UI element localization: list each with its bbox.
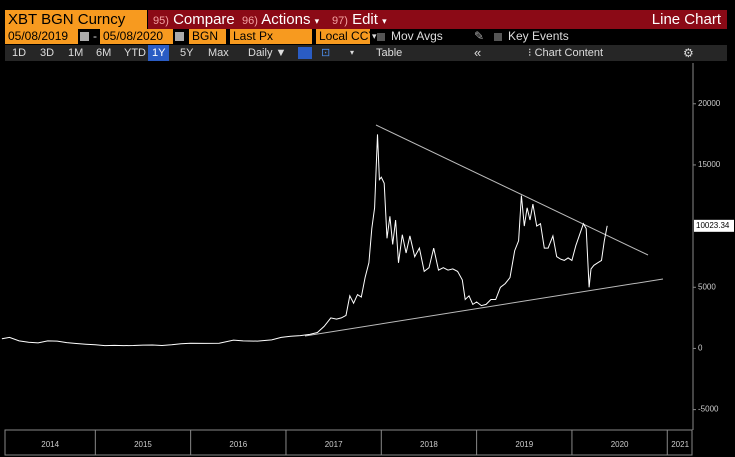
x-tick-label: 2018: [420, 440, 438, 449]
period-button[interactable]: 5Y: [180, 47, 194, 59]
date-separator: -: [93, 29, 97, 43]
menu-label: Actions: [261, 11, 311, 28]
settings-icon[interactable]: ⚙: [683, 46, 694, 60]
period-button[interactable]: 1M: [68, 47, 84, 59]
source[interactable]: BGN: [189, 29, 226, 44]
x-tick-label: 2014: [41, 440, 59, 449]
ticker[interactable]: XBT BGN Curncy: [5, 10, 147, 29]
option[interactable]: Key Events: [508, 29, 569, 43]
x-tick-label: 2015: [134, 440, 152, 449]
y-tick-label: 15000: [698, 160, 721, 169]
period-button[interactable]: 1Y: [148, 45, 170, 61]
menu-label: Compare: [173, 11, 235, 28]
x-tick-label: 2019: [515, 440, 533, 449]
dropdown-arrow[interactable]: ▾: [350, 48, 355, 57]
collapse-button[interactable]: «: [474, 45, 482, 60]
field[interactable]: Last Px: [230, 29, 312, 44]
dropdown-arrow[interactable]: ▾: [372, 31, 377, 41]
start-date[interactable]: 05/08/2019: [5, 29, 78, 44]
period-button[interactable]: 6M: [96, 47, 112, 59]
checkbox[interactable]: [494, 33, 502, 41]
edit-icon[interactable]: ✎: [474, 29, 485, 43]
view-label: Line Chart: [651, 11, 721, 28]
x-tick-label: 2017: [325, 440, 343, 449]
checkbox[interactable]: [377, 33, 385, 41]
frequency[interactable]: Daily ▼: [248, 47, 287, 59]
menu[interactable]: 95) Compare: [153, 10, 235, 29]
support-trendline: [304, 278, 664, 337]
resistance-trendline: [375, 124, 649, 256]
period-button[interactable]: 1D: [12, 47, 27, 59]
period-button[interactable]: 3D: [40, 47, 55, 59]
calendar-icon[interactable]: [175, 32, 184, 41]
y-tick-label: 0: [698, 344, 703, 353]
period-bar: [5, 45, 727, 61]
last-price-box: [694, 219, 734, 232]
last-price-label: 10023.34: [696, 221, 730, 230]
y-tick-label: 20000: [698, 99, 721, 108]
chart-content-label: Chart Content: [534, 47, 604, 59]
table-button[interactable]: Table: [376, 47, 403, 59]
frequency-label: Daily: [248, 47, 273, 59]
chart-content[interactable]: ⁝ Chart Content: [528, 47, 604, 59]
menu-bar: [148, 10, 727, 29]
x-tick-label: 2016: [229, 440, 247, 449]
end-date[interactable]: 05/08/2020: [100, 29, 173, 44]
y-tick-label: -5000: [698, 405, 719, 414]
menu[interactable]: 97) Edit ▾: [332, 11, 387, 28]
period-button[interactable]: Max: [208, 47, 229, 59]
menu-label: Edit: [352, 11, 378, 28]
menu-code: 95): [153, 15, 169, 27]
calendar-icon[interactable]: [80, 32, 89, 41]
price-line: [1, 134, 608, 347]
currency[interactable]: Local CCY: [316, 29, 376, 44]
period-button[interactable]: YTD: [124, 47, 146, 59]
x-axis: [4, 429, 693, 456]
menu-code: 97): [332, 15, 348, 27]
line-icon[interactable]: [298, 47, 312, 59]
y-tick-label: 5000: [698, 282, 716, 291]
menu-code: 96): [242, 15, 258, 27]
x-tick-label: 2021: [671, 440, 689, 449]
x-tick-label: 2020: [611, 440, 629, 449]
option[interactable]: Mov Avgs: [391, 29, 443, 43]
menu[interactable]: 96) Actions ▾: [242, 11, 320, 28]
chart-icon[interactable]: ⊡: [321, 47, 331, 59]
